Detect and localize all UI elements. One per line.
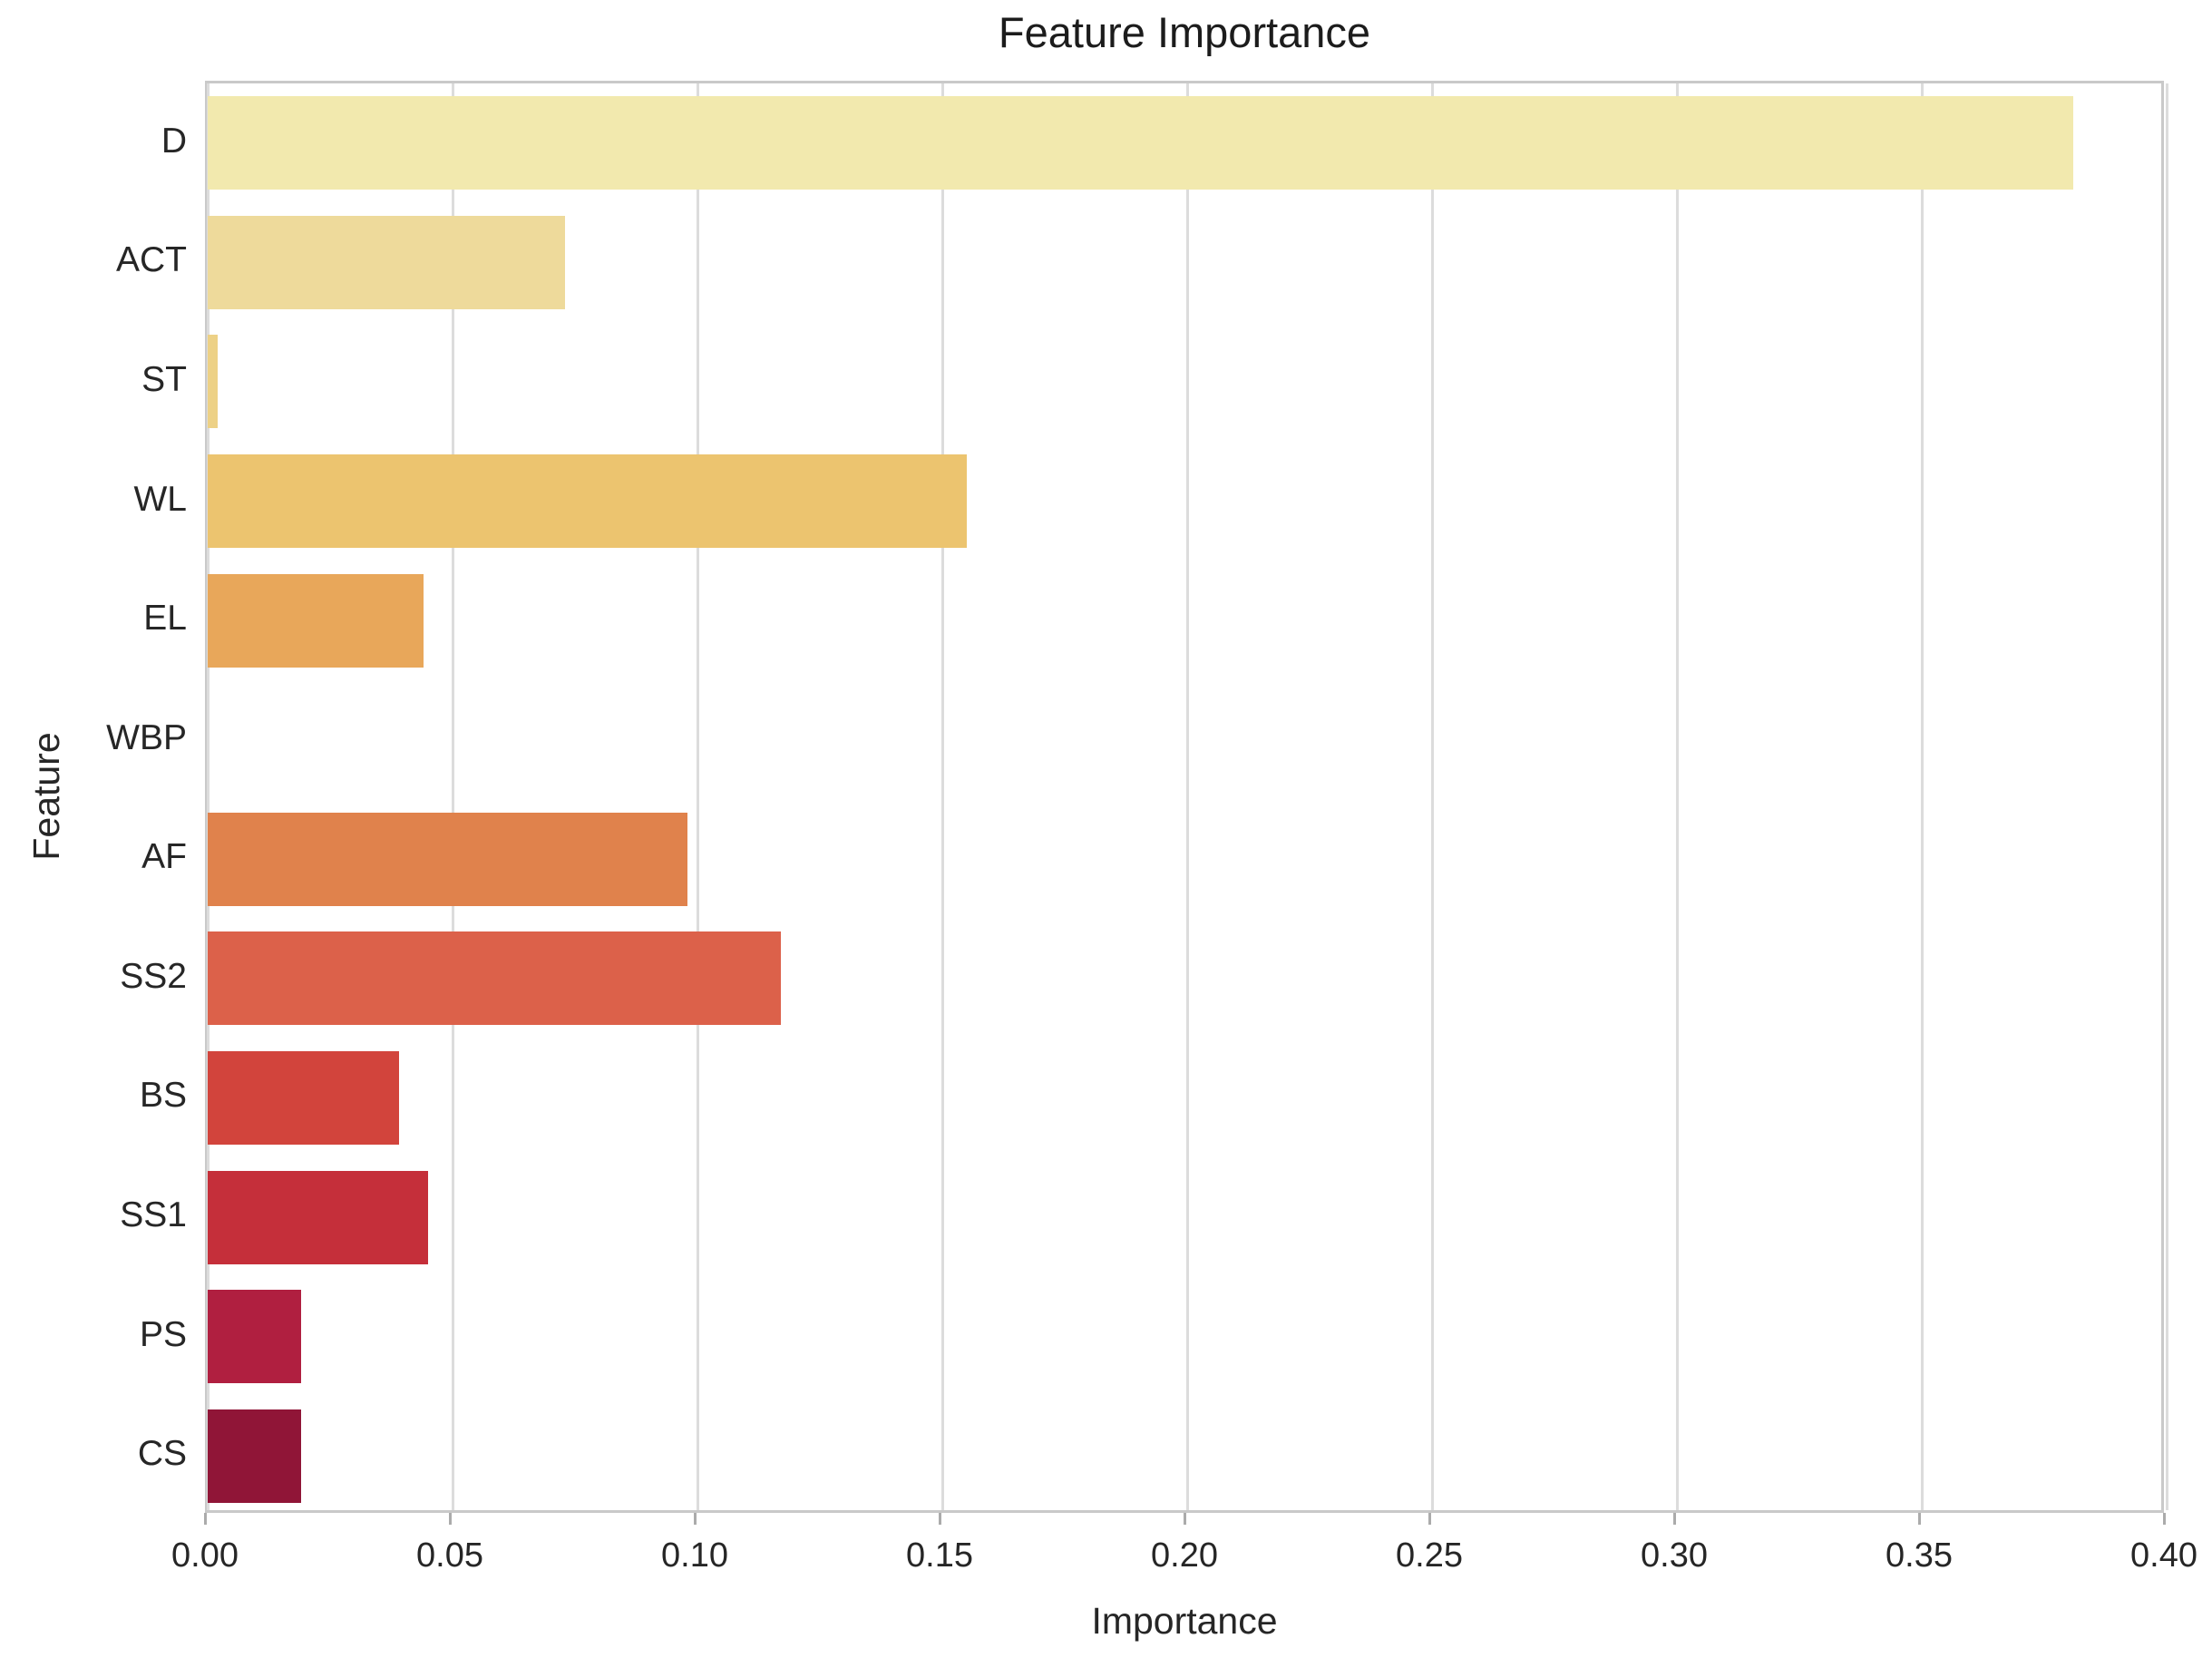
gridline-x-0.20: [1185, 83, 1189, 1510]
xtick-label-0.20: 0.20: [1151, 1536, 1218, 1575]
xtick-mark-0.00: [203, 1513, 207, 1525]
xtick-label-0.25: 0.25: [1396, 1536, 1463, 1575]
chart-title: Feature Importance: [998, 8, 1371, 56]
ytick-label-BS: BS: [139, 1076, 187, 1115]
bar-ACT: [208, 216, 565, 309]
ytick-label-SS2: SS2: [120, 957, 187, 996]
bar-EL: [208, 574, 424, 668]
bar-D: [208, 96, 2073, 190]
ytick-label-WBP: WBP: [106, 718, 187, 757]
ytick-label-PS: PS: [139, 1315, 187, 1354]
xtick-label-0.10: 0.10: [661, 1536, 728, 1575]
ytick-label-AF: AF: [141, 837, 187, 876]
gridline-x-0.35: [1920, 83, 1924, 1510]
gridline-x-0.25: [1430, 83, 1434, 1510]
bar-SS1: [208, 1171, 428, 1264]
bar-SS2: [208, 931, 781, 1025]
xtick-mark-0.10: [693, 1513, 697, 1525]
gridline-x-0.00: [206, 83, 210, 1510]
ytick-label-ACT: ACT: [116, 240, 187, 279]
xtick-mark-0.15: [938, 1513, 941, 1525]
bar-BS: [208, 1051, 399, 1145]
xtick-mark-0.25: [1428, 1513, 1431, 1525]
ytick-label-SS1: SS1: [120, 1195, 187, 1234]
xtick-mark-0.20: [1183, 1513, 1186, 1525]
bar-WL: [208, 454, 967, 548]
xtick-label-0.05: 0.05: [416, 1536, 483, 1575]
xtick-mark-0.35: [1917, 1513, 1921, 1525]
gridline-x-0.10: [696, 83, 699, 1510]
ytick-label-WL: WL: [133, 480, 188, 519]
xtick-label-0.40: 0.40: [2130, 1536, 2197, 1575]
bar-PS: [208, 1290, 301, 1383]
xtick-mark-0.05: [448, 1513, 452, 1525]
gridline-x-0.40: [2165, 83, 2168, 1510]
bar-ST: [208, 335, 218, 428]
xtick-label-0.00: 0.00: [171, 1536, 239, 1575]
ytick-label-D: D: [161, 122, 187, 161]
bar-AF: [208, 813, 687, 906]
xtick-label-0.35: 0.35: [1886, 1536, 1953, 1575]
xtick-mark-0.40: [2162, 1513, 2166, 1525]
bar-CS: [208, 1409, 301, 1503]
ytick-label-CS: CS: [137, 1434, 187, 1473]
gridline-x-0.30: [1675, 83, 1679, 1510]
gridline-x-0.15: [940, 83, 944, 1510]
ytick-label-ST: ST: [141, 360, 187, 399]
gridline-x-0.05: [451, 83, 454, 1510]
x-axis-label: Importance: [1091, 1600, 1278, 1642]
xtick-label-0.30: 0.30: [1641, 1536, 1708, 1575]
xtick-mark-0.30: [1672, 1513, 1676, 1525]
xtick-label-0.15: 0.15: [906, 1536, 973, 1575]
ytick-label-EL: EL: [143, 599, 187, 638]
plot-area: [205, 81, 2168, 1513]
